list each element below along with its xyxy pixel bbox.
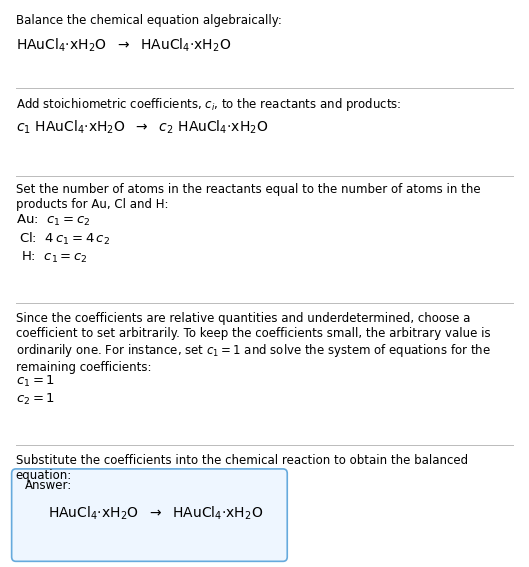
Text: H:  $c_1 = c_2$: H: $c_1 = c_2$: [21, 250, 88, 265]
Text: HAuCl$_4$·xH$_2$O  $\rightarrow$  HAuCl$_4$·xH$_2$O: HAuCl$_4$·xH$_2$O $\rightarrow$ HAuCl$_4…: [48, 505, 263, 522]
Text: $c_1 = 1$: $c_1 = 1$: [16, 374, 55, 390]
Text: $c_1$ HAuCl$_4$·xH$_2$O  $\rightarrow$  $c_2$ HAuCl$_4$·xH$_2$O: $c_1$ HAuCl$_4$·xH$_2$O $\rightarrow$ $c…: [16, 119, 268, 137]
Text: Since the coefficients are relative quantities and underdetermined, choose a
coe: Since the coefficients are relative quan…: [16, 312, 491, 374]
Text: Answer:: Answer:: [25, 479, 72, 492]
Text: Add stoichiometric coefficients, $c_i$, to the reactants and products:: Add stoichiometric coefficients, $c_i$, …: [16, 96, 402, 113]
Text: Substitute the coefficients into the chemical reaction to obtain the balanced
eq: Substitute the coefficients into the che…: [16, 454, 468, 481]
Text: Set the number of atoms in the reactants equal to the number of atoms in the
pro: Set the number of atoms in the reactants…: [16, 183, 480, 210]
Text: HAuCl$_4$·xH$_2$O  $\rightarrow$  HAuCl$_4$·xH$_2$O: HAuCl$_4$·xH$_2$O $\rightarrow$ HAuCl$_4…: [16, 37, 231, 54]
Text: Cl:  $4\,c_1 = 4\,c_2$: Cl: $4\,c_1 = 4\,c_2$: [19, 231, 110, 247]
Text: Balance the chemical equation algebraically:: Balance the chemical equation algebraica…: [16, 14, 282, 27]
Text: Au:  $c_1 = c_2$: Au: $c_1 = c_2$: [16, 213, 90, 228]
Text: $c_2 = 1$: $c_2 = 1$: [16, 392, 55, 408]
